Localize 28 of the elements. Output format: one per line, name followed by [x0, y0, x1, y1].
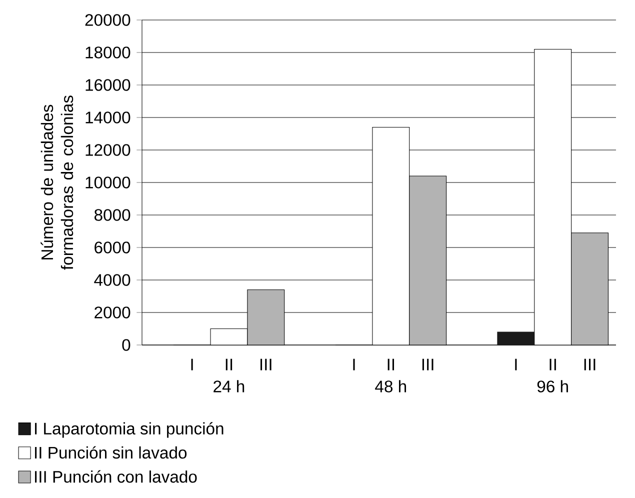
y-tick-label: 4000	[94, 274, 130, 286]
bar	[497, 332, 535, 346]
text: III	[422, 358, 434, 370]
legend-label: I Laparotomia sin punción	[35, 422, 224, 438]
x-tick-label: 48 h	[375, 380, 406, 392]
x-tick-label: 96 h	[537, 380, 568, 392]
y-tick-label: 2000	[94, 306, 130, 318]
text: I	[191, 358, 193, 370]
y-tick-label: 16000	[86, 79, 130, 91]
legend-label: II Punción sin lavado	[35, 446, 187, 459]
text: II	[226, 358, 232, 370]
text: I	[515, 358, 517, 370]
y-tick-label: 10000	[86, 176, 130, 188]
y-axis-title: Número de unidades formadoras de colonias	[40, 96, 74, 270]
y-tick-label: 18000	[86, 46, 130, 58]
y-tick-label: 12000	[86, 144, 130, 156]
y-tick-label: 0	[122, 339, 130, 351]
y-tick-label: 8000	[94, 209, 130, 221]
text: I	[353, 358, 355, 370]
text: III	[584, 358, 596, 370]
y-tick-label: 14000	[86, 112, 130, 124]
y-tick-label: 6000	[94, 242, 130, 254]
text: II	[550, 358, 556, 370]
legend-label: III Punción con lavado	[35, 470, 197, 483]
y-tick-label: 20000	[85, 14, 130, 26]
text: III	[260, 358, 272, 370]
text: II	[388, 358, 394, 370]
x-tick-label: 24 h	[214, 380, 244, 392]
